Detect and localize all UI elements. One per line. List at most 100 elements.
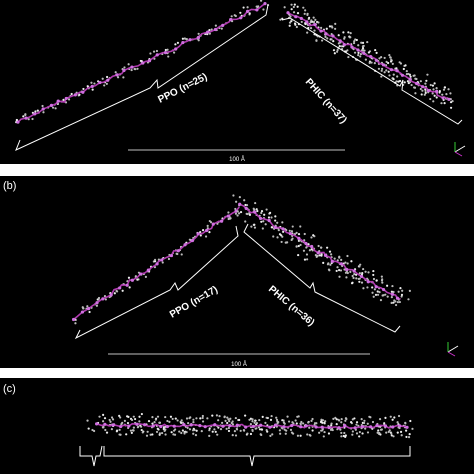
atom [369, 416, 372, 419]
atom [344, 261, 347, 264]
atom [415, 81, 419, 86]
atom [244, 206, 248, 210]
atom [374, 293, 378, 296]
atom [358, 265, 361, 268]
atom [74, 322, 77, 325]
atom [233, 14, 236, 17]
atom [166, 419, 169, 423]
atom [310, 19, 313, 22]
atom [105, 431, 109, 434]
atom [168, 420, 171, 423]
atom [299, 225, 302, 228]
atom [205, 228, 209, 233]
atom [339, 269, 343, 272]
atom [398, 426, 401, 430]
atom [349, 270, 352, 273]
atom [303, 232, 306, 236]
atom [360, 41, 363, 44]
atom [405, 435, 408, 439]
atom [253, 421, 256, 424]
atom [330, 422, 333, 425]
atom [345, 276, 348, 279]
atom [141, 431, 144, 434]
atom [182, 423, 186, 427]
atom [396, 75, 399, 78]
atom [407, 436, 411, 439]
atom [130, 418, 134, 422]
atom [449, 106, 453, 109]
atom [260, 220, 263, 223]
atom [276, 221, 279, 224]
atom [344, 419, 347, 422]
atom [304, 241, 308, 246]
atom [310, 248, 313, 251]
atom [334, 416, 337, 419]
atom [41, 104, 44, 108]
atom [352, 48, 355, 51]
atom [22, 115, 25, 118]
atom [395, 69, 399, 73]
atom [180, 253, 183, 256]
atom [180, 421, 183, 424]
atom [385, 69, 388, 72]
atom [353, 40, 356, 43]
atom [340, 435, 343, 438]
atom [432, 100, 435, 103]
atom [93, 82, 96, 85]
atom [381, 63, 386, 67]
atom [158, 432, 161, 435]
atom [355, 277, 358, 280]
atom [251, 418, 254, 421]
atom [211, 222, 215, 226]
atom [379, 299, 383, 302]
atom [111, 423, 115, 427]
atom [366, 431, 370, 434]
atom [388, 74, 391, 77]
atom [419, 87, 422, 91]
atom [309, 27, 313, 30]
atom [174, 43, 177, 46]
atom [330, 424, 333, 427]
atom [227, 211, 230, 214]
atom [336, 50, 339, 53]
atom [114, 71, 117, 74]
atom [324, 32, 328, 36]
atom [402, 67, 405, 71]
atom [292, 11, 296, 14]
atom [238, 418, 241, 422]
atom [336, 266, 339, 269]
atom [318, 431, 321, 434]
atom [116, 76, 120, 79]
atom [130, 431, 133, 434]
atom [264, 223, 267, 226]
atom [228, 419, 231, 423]
atom [342, 31, 345, 34]
atom [219, 219, 224, 223]
atom [155, 430, 159, 434]
atom [257, 5, 260, 8]
atom [443, 102, 446, 105]
atom [27, 118, 30, 121]
atom [307, 16, 311, 19]
atom [218, 415, 221, 418]
atom [102, 413, 105, 417]
atom [226, 421, 229, 425]
atom [447, 88, 450, 91]
atom [282, 230, 285, 233]
atom [410, 83, 413, 87]
atom [64, 96, 68, 101]
atom [120, 423, 123, 426]
atom [140, 428, 143, 432]
atom [189, 416, 192, 419]
atom [128, 286, 131, 289]
atom [169, 415, 173, 418]
atom [258, 418, 261, 422]
atom [51, 106, 55, 109]
atom [271, 433, 274, 436]
atom [208, 429, 211, 432]
atom [227, 429, 231, 433]
atom [230, 421, 233, 425]
atom [24, 116, 28, 120]
atom [378, 57, 381, 60]
atom [181, 429, 184, 432]
